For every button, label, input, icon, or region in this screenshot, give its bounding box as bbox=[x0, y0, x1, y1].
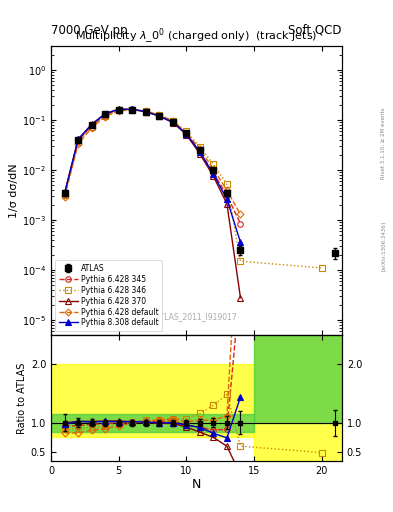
Line: Pythia 6.428 345: Pythia 6.428 345 bbox=[62, 106, 243, 226]
Pythia 6.428 345 bbox=[62, 191, 67, 197]
Pythia 6.428 default bbox=[211, 166, 216, 172]
Pythia 6.428 370 bbox=[157, 113, 162, 119]
Pythia 6.428 345 bbox=[89, 122, 94, 129]
Pythia 6.428 345 bbox=[211, 169, 216, 176]
Pythia 6.428 346 bbox=[143, 108, 148, 114]
X-axis label: N: N bbox=[192, 478, 201, 492]
Pythia 6.428 345 bbox=[224, 193, 229, 199]
Pythia 6.428 346 bbox=[76, 139, 81, 145]
Pythia 6.428 346 bbox=[89, 123, 94, 130]
Pythia 8.308 default bbox=[62, 190, 67, 197]
Pythia 8.308 default bbox=[103, 111, 108, 117]
Line: Pythia 6.428 default: Pythia 6.428 default bbox=[62, 108, 243, 217]
Pythia 8.308 default bbox=[76, 136, 81, 142]
Pythia 6.428 default bbox=[116, 108, 121, 114]
Pythia 8.308 default bbox=[224, 196, 229, 202]
Pythia 6.428 default bbox=[184, 130, 189, 136]
Pythia 6.428 370 bbox=[198, 151, 202, 157]
Pythia 8.308 default bbox=[143, 109, 148, 115]
Pythia 6.428 345 bbox=[171, 118, 175, 124]
Pythia 6.428 default bbox=[130, 107, 135, 113]
Text: ATLAS_2011_I919017: ATLAS_2011_I919017 bbox=[156, 312, 237, 321]
Pythia 6.428 345 bbox=[184, 131, 189, 137]
Pythia 6.428 345 bbox=[76, 138, 81, 144]
Pythia 6.428 default bbox=[238, 211, 243, 218]
Pythia 8.308 default bbox=[130, 106, 135, 113]
Pythia 6.428 default bbox=[76, 141, 81, 147]
Pythia 8.308 default bbox=[171, 119, 175, 125]
Text: Soft QCD: Soft QCD bbox=[288, 24, 342, 37]
Pythia 8.308 default bbox=[157, 113, 162, 119]
Pythia 8.308 default bbox=[211, 171, 216, 177]
Y-axis label: Ratio to ATLAS: Ratio to ATLAS bbox=[17, 362, 27, 434]
Pythia 6.428 default bbox=[103, 114, 108, 120]
Pythia 6.428 346 bbox=[319, 265, 324, 271]
Pythia 6.428 345 bbox=[198, 149, 202, 155]
Pythia 6.428 370 bbox=[238, 294, 243, 301]
Pythia 6.428 346 bbox=[184, 129, 189, 135]
Y-axis label: 1/σ dσ/dN: 1/σ dσ/dN bbox=[9, 163, 19, 218]
Pythia 8.308 default bbox=[89, 121, 94, 127]
Pythia 8.308 default bbox=[116, 106, 121, 113]
Pythia 6.428 345 bbox=[130, 106, 135, 113]
Pythia 6.428 346 bbox=[171, 118, 175, 124]
Line: Pythia 8.308 default: Pythia 8.308 default bbox=[62, 106, 243, 245]
Pythia 6.428 345 bbox=[103, 112, 108, 118]
Pythia 6.428 default bbox=[171, 118, 175, 124]
Text: [arXiv:1306.3436]: [arXiv:1306.3436] bbox=[381, 221, 386, 271]
Pythia 6.428 default bbox=[89, 124, 94, 131]
Pythia 6.428 345 bbox=[157, 113, 162, 119]
Pythia 6.428 370 bbox=[184, 132, 189, 138]
Pythia 8.308 default bbox=[238, 239, 243, 245]
Pythia 8.308 default bbox=[184, 131, 189, 137]
Pythia 6.428 default bbox=[198, 146, 202, 152]
Pythia 6.428 370 bbox=[211, 173, 216, 179]
Pythia 8.308 default bbox=[198, 149, 202, 155]
Text: Rivet 3.1.10, ≥ 2M events: Rivet 3.1.10, ≥ 2M events bbox=[381, 108, 386, 179]
Pythia 6.428 345 bbox=[116, 106, 121, 113]
Line: Pythia 6.428 346: Pythia 6.428 346 bbox=[62, 107, 324, 271]
Pythia 6.428 default bbox=[62, 194, 67, 200]
Pythia 6.428 370 bbox=[224, 201, 229, 207]
Title: Multiplicity $\lambda\_0^0$ (charged only)  (track jets): Multiplicity $\lambda\_0^0$ (charged onl… bbox=[75, 27, 318, 46]
Pythia 6.428 346 bbox=[103, 113, 108, 119]
Pythia 6.428 default bbox=[157, 112, 162, 118]
Pythia 6.428 346 bbox=[130, 106, 135, 113]
Legend: ATLAS, Pythia 6.428 345, Pythia 6.428 346, Pythia 6.428 370, Pythia 6.428 defaul: ATLAS, Pythia 6.428 345, Pythia 6.428 34… bbox=[55, 260, 162, 331]
Pythia 6.428 345 bbox=[238, 221, 243, 227]
Pythia 6.428 default bbox=[143, 108, 148, 114]
Pythia 6.428 346 bbox=[238, 258, 243, 264]
Pythia 6.428 346 bbox=[198, 144, 202, 150]
Pythia 6.428 370 bbox=[130, 106, 135, 113]
Pythia 6.428 370 bbox=[171, 119, 175, 125]
Pythia 6.428 370 bbox=[62, 190, 67, 196]
Pythia 6.428 default bbox=[224, 187, 229, 194]
Pythia 6.428 346 bbox=[211, 161, 216, 167]
Pythia 6.428 345 bbox=[143, 108, 148, 114]
Pythia 6.428 370 bbox=[89, 121, 94, 127]
Pythia 6.428 370 bbox=[76, 136, 81, 142]
Pythia 6.428 346 bbox=[157, 112, 162, 118]
Pythia 6.428 370 bbox=[103, 111, 108, 117]
Pythia 6.428 370 bbox=[116, 106, 121, 112]
Pythia 6.428 346 bbox=[62, 193, 67, 199]
Pythia 6.428 370 bbox=[143, 109, 148, 115]
Text: 7000 GeV pp: 7000 GeV pp bbox=[51, 24, 128, 37]
Line: Pythia 6.428 370: Pythia 6.428 370 bbox=[62, 106, 243, 301]
Pythia 6.428 346 bbox=[116, 107, 121, 113]
Pythia 6.428 346 bbox=[224, 181, 229, 187]
